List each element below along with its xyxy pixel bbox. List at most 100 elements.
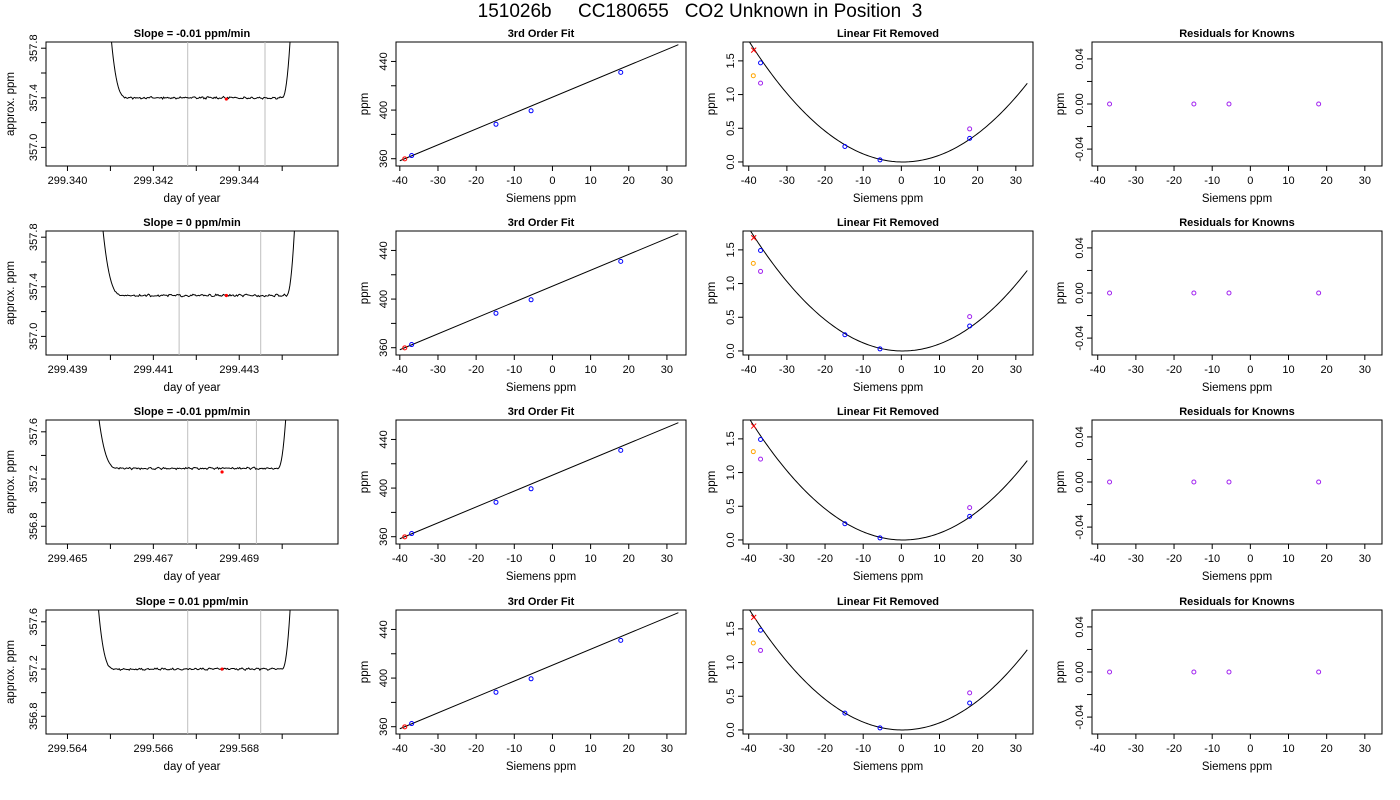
residual-point: [1316, 669, 1322, 675]
panel-r1-c2: 3rd Order Fit -40 -30 -20 -10 0 10 20 30 360 400 44…: [359, 28, 687, 205]
residual-point: [1226, 669, 1232, 675]
fit-curve: [748, 610, 1028, 731]
y-tick-label: 356.8: [28, 513, 40, 541]
x-axis-label: Siemens ppm: [853, 193, 923, 205]
x-tick-label: -20: [1166, 175, 1182, 187]
y-tick-label: 0.00: [1074, 93, 1086, 114]
x-axis-label: Siemens ppm: [1202, 761, 1272, 773]
known-point: [758, 248, 764, 254]
plot-area: [399, 44, 679, 162]
y-axis-label: approx. ppm: [5, 261, 17, 325]
plot-area: [399, 422, 679, 540]
x-axis-label: day of year: [164, 193, 221, 205]
unknown-marker: [220, 470, 224, 474]
y-axis-label: approx. ppm: [5, 640, 17, 704]
plot-frame: [1091, 230, 1383, 356]
x-tick-label: -30: [1128, 553, 1144, 565]
residual-point: [1316, 479, 1322, 485]
y-tick-label: 0.04: [1074, 237, 1086, 258]
x-tick-label: 299.342: [133, 175, 173, 187]
plot-frame: [742, 230, 1034, 356]
trace-line: [102, 231, 295, 298]
x-tick-label: 299.441: [133, 364, 173, 376]
known-point: [528, 486, 534, 492]
x-tick-label: 30: [1359, 553, 1371, 565]
plot-area: [399, 233, 679, 351]
known-point: [409, 342, 415, 348]
y-tick-label: 360: [378, 339, 390, 357]
x-tick-label: 0: [898, 175, 904, 187]
x-tick-label: -20: [468, 743, 484, 755]
y-tick-label: 400: [378, 290, 390, 308]
known-point: [618, 258, 624, 264]
x-tick-label: 30: [661, 175, 673, 187]
x-tick-label: 10: [1282, 364, 1294, 376]
plot-frame: [742, 41, 1034, 167]
y-tick-label: 357.6: [28, 418, 40, 446]
x-tick-label: 20: [972, 364, 984, 376]
panel-r3-c4: Residuals for Knowns -40 -30 -20 -10 0 10 20 30 -…: [1055, 406, 1383, 583]
x-axis-label: Siemens ppm: [506, 193, 576, 205]
x-tick-label: -10: [855, 175, 871, 187]
known-point: [877, 157, 883, 163]
x-tick-label: 10: [584, 175, 596, 187]
x-tick-label: 0: [1247, 364, 1253, 376]
y-tick-label: 1.0: [725, 276, 737, 291]
extra-point: [750, 73, 756, 79]
extra-point: [750, 640, 756, 646]
panel-title: 3rd Order Fit: [508, 596, 575, 608]
panel-title: Linear Fit Removed: [837, 596, 939, 608]
residual-point: [967, 314, 973, 320]
x-tick-label: 30: [1010, 553, 1022, 565]
y-tick-label: -0.04: [1074, 326, 1086, 351]
known-point: [967, 135, 973, 141]
x-tick-label: -40: [392, 175, 408, 187]
plot-frame: [742, 609, 1034, 735]
plot-area: [749, 231, 1028, 352]
x-tick-label: -40: [741, 743, 757, 755]
plot-area: [1107, 290, 1322, 296]
y-tick-label: 360: [378, 718, 390, 736]
x-tick-label: 20: [1321, 364, 1333, 376]
x-axis-label: day of year: [164, 761, 221, 773]
x-tick-label: 10: [584, 743, 596, 755]
known-point: [493, 121, 499, 127]
residual-point: [1107, 669, 1113, 675]
panel-r3-c2: 3rd Order Fit -40 -30 -20 -10 0 10 20 30 360 400 44…: [359, 406, 687, 583]
residual-point: [758, 268, 764, 274]
x-tick-label: -10: [506, 743, 522, 755]
panel-r3-c1: Slope = -0.01 ppm/min 299.465 299.467 299.4…: [5, 406, 339, 583]
x-tick-label: 0: [898, 364, 904, 376]
x-tick-label: 20: [623, 364, 635, 376]
y-tick-label: 360: [378, 150, 390, 168]
residual-point: [1191, 479, 1197, 485]
x-tick-label: 20: [1321, 175, 1333, 187]
y-tick-label: 400: [378, 101, 390, 119]
panel-title: 3rd Order Fit: [508, 28, 575, 40]
y-tick-label: -0.04: [1074, 705, 1086, 730]
panel-title: Linear Fit Removed: [837, 28, 939, 40]
x-tick-label: -10: [1204, 175, 1220, 187]
panel-r4-c4: Residuals for Knowns -40 -30 -20 -10 0 10 20 30 -…: [1055, 596, 1383, 773]
y-tick-label: 357.8: [28, 223, 40, 251]
plot-frame: [742, 419, 1034, 545]
y-tick-label: 0.0: [725, 154, 737, 169]
x-tick-label: 299.566: [133, 743, 173, 755]
plot-frame: [45, 609, 339, 735]
y-tick-label: 357.4: [28, 273, 40, 301]
x-tick-label: -30: [430, 175, 446, 187]
x-tick-label: 0: [549, 553, 555, 565]
x-tick-label: -10: [1204, 553, 1220, 565]
y-axis-label: ppm: [359, 282, 371, 304]
panel-r1-c3: Linear Fit Removed -40 -30 -20 -10 0 10 20 30 0.0…: [706, 28, 1034, 205]
x-tick-label: -10: [506, 553, 522, 565]
x-tick-label: 20: [623, 553, 635, 565]
x-tick-label: -30: [779, 364, 795, 376]
plot-frame: [45, 41, 339, 167]
x-tick-label: -10: [506, 175, 522, 187]
residual-point: [758, 647, 764, 653]
y-tick-label: 0.5: [725, 310, 737, 325]
panel-r2-c2: 3rd Order Fit -40 -30 -20 -10 0 10 20 30 360 400 44…: [359, 217, 687, 394]
residual-point: [1191, 101, 1197, 107]
panel-r2-c3: Linear Fit Removed -40 -30 -20 -10 0 10 20 30 0.0…: [706, 217, 1034, 394]
